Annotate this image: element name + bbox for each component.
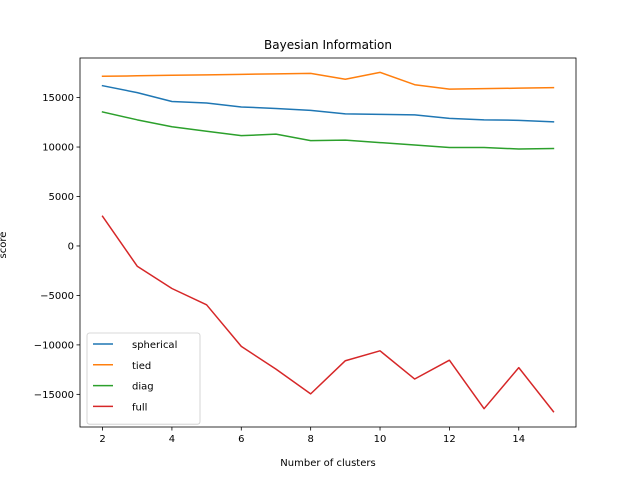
plot-area: 2 4 6 8 10 12 14 −15000 −10000 −5000 0 5000 10000 150… (34, 57, 577, 445)
series-line-tied (101, 71, 555, 90)
legend-label-tied: tied (132, 361, 151, 372)
x-tick-label: 14 (512, 434, 525, 445)
series-line-diag (101, 111, 555, 150)
x-axis-title: Number of clusters (280, 458, 375, 469)
legend-label-full: full (132, 402, 147, 413)
legend-label-diag: diag (132, 382, 154, 393)
y-tick-label: −10000 (34, 340, 74, 351)
axes-frame (79, 57, 577, 428)
y-tick-label: 10000 (42, 143, 74, 154)
x-tick-label: 8 (307, 434, 313, 445)
series-line-full (101, 215, 555, 413)
x-tick-label: 10 (374, 434, 387, 445)
y-tick-label: 0 (68, 241, 74, 252)
x-tick-label: 2 (99, 434, 105, 445)
x-tick-label: 6 (238, 434, 244, 445)
legend-label-spherical: spherical (132, 340, 177, 351)
series-line-spherical (101, 84, 555, 123)
y-tick-label: 15000 (42, 93, 74, 104)
y-tick-label: −5000 (40, 291, 74, 302)
chart-title: Bayesian Information (264, 38, 392, 52)
y-axis-title: score (0, 232, 9, 259)
x-tick-label: 4 (169, 434, 175, 445)
y-tick-label: 5000 (49, 192, 74, 203)
legend: spherical tied diag full (86, 332, 201, 425)
y-tick-label: −15000 (34, 390, 74, 401)
x-tick-label: 12 (443, 434, 456, 445)
legend-box (86, 332, 201, 425)
